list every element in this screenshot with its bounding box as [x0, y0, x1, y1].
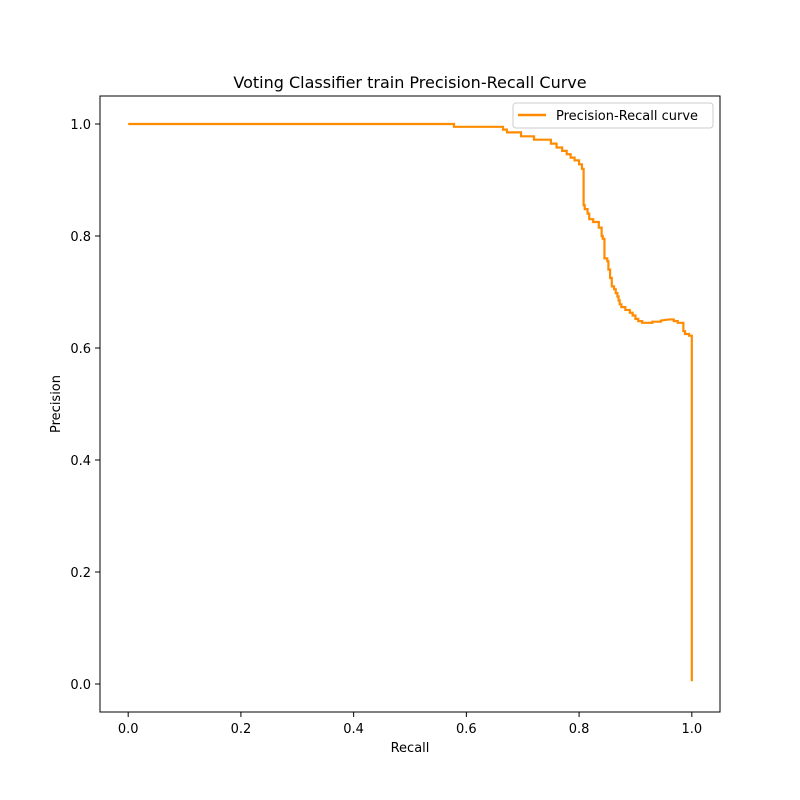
y-tick-label: 0.0: [70, 678, 91, 693]
plot-area: [128, 122, 693, 682]
y-tick-label: 0.8: [70, 230, 91, 245]
chart-title: Voting Classifier train Precision-Recall…: [233, 73, 586, 92]
y-tick-label: 1.0: [70, 118, 91, 133]
legend: Precision-Recall curve: [512, 102, 714, 129]
y-tick-label: 0.6: [70, 342, 91, 357]
y-tick-label: 0.2: [70, 566, 91, 581]
y-tick-label: 0.4: [70, 454, 91, 469]
y-axis-label: Precision: [49, 375, 64, 433]
x-tick-label: 0.4: [343, 722, 364, 737]
x-tick-label: 0.8: [569, 722, 590, 737]
x-tick-label: 0.6: [456, 722, 477, 737]
legend-label: Precision-Recall curve: [556, 109, 698, 124]
x-tick-label: 0.0: [118, 722, 139, 737]
axes-frame: [99, 95, 721, 713]
x-tick-label: 0.2: [231, 722, 252, 737]
legend-box: [512, 102, 714, 129]
series-line-0: [128, 122, 693, 682]
x-axis-label: Recall: [391, 741, 430, 756]
y-axis: 0.0 0.2 0.4 0.6 0.8 1.0: [70, 118, 100, 693]
x-tick-label: 1.0: [681, 722, 702, 737]
x-axis: 0.0 0.2 0.4 0.6 0.8 1.0: [118, 712, 702, 737]
